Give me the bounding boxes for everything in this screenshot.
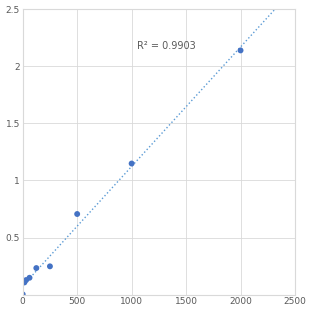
Point [238,48,243,53]
Point [24,278,29,283]
Point [47,264,52,269]
Point [22,280,27,285]
Point [20,292,25,297]
Point [75,212,80,217]
Point [129,161,134,166]
Point [34,266,39,271]
Point [27,275,32,280]
Text: R² = 0.9903: R² = 0.9903 [137,41,196,51]
